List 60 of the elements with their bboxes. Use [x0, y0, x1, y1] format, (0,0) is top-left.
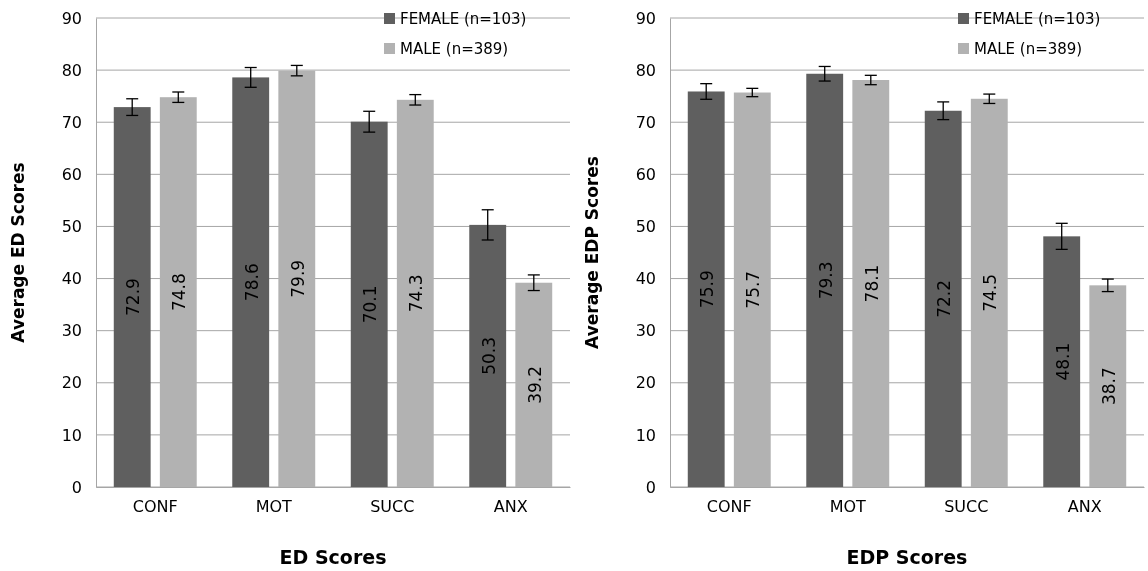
y-tick-label: 10 [635, 425, 656, 445]
y-tick-label: 20 [61, 373, 82, 393]
data-label: 78.1 [861, 264, 882, 303]
x-tick-label: MOT [255, 497, 293, 517]
bar [1043, 236, 1081, 487]
y-tick-label: 30 [61, 321, 82, 341]
data-label: 75.7 [743, 270, 764, 309]
bar [806, 73, 844, 487]
x-axis-title: ED Scores [279, 546, 387, 568]
data-label: 39.2 [524, 365, 545, 404]
data-label: 70.1 [360, 285, 381, 324]
data-label: 74.8 [169, 273, 190, 312]
x-tick-label: CONF [132, 497, 178, 517]
y-tick-label: 0 [645, 477, 656, 497]
data-label: 72.2 [934, 279, 955, 318]
data-label: 74.5 [980, 273, 1001, 312]
data-label: 72.9 [123, 278, 144, 316]
y-tick-label: 0 [71, 477, 82, 497]
data-label: 78.6 [241, 263, 262, 302]
y-tick-label: 60 [61, 164, 82, 184]
x-tick-label: SUCC [370, 497, 415, 517]
data-label: 75.9 [697, 270, 718, 309]
y-tick-label: 40 [635, 269, 656, 289]
x-tick-label: SUCC [944, 497, 989, 517]
legend-label: MALE (n=389) [974, 40, 1083, 58]
legend-label: FEMALE (n=103) [974, 10, 1101, 28]
bar [687, 91, 725, 487]
y-tick-label: 90 [635, 8, 656, 28]
legend-label: MALE (n=389) [400, 40, 509, 58]
y-tick-label: 10 [61, 425, 82, 445]
data-label: 79.3 [815, 261, 836, 300]
bar [469, 224, 507, 487]
y-tick-label: 40 [61, 269, 82, 289]
y-axis-title: Average EDP Scores [582, 156, 602, 349]
legend-label: FEMALE (n=103) [400, 10, 527, 28]
y-tick-label: 50 [635, 217, 656, 237]
bar [232, 77, 270, 487]
x-tick-label: ANX [493, 497, 528, 517]
y-axis-title: Average ED Scores [8, 162, 28, 343]
x-tick-label: ANX [1067, 497, 1102, 517]
y-tick-label: 70 [635, 112, 656, 132]
bar [113, 107, 151, 487]
bar [350, 121, 388, 487]
y-tick-label: 60 [635, 164, 656, 184]
x-tick-label: CONF [706, 497, 752, 517]
y-tick-label: 30 [635, 321, 656, 341]
bar [924, 110, 962, 487]
y-tick-label: 80 [635, 60, 656, 80]
data-label: 74.3 [406, 274, 427, 313]
x-axis-title: EDP Scores [846, 546, 968, 568]
y-tick-label: 80 [61, 60, 82, 80]
data-label: 79.9 [287, 259, 308, 298]
y-tick-label: 50 [61, 217, 82, 237]
y-tick-label: 20 [635, 373, 656, 393]
data-label: 48.1 [1052, 342, 1073, 381]
y-tick-label: 70 [61, 112, 82, 132]
x-tick-label: MOT [829, 497, 867, 517]
y-tick-label: 90 [61, 8, 82, 28]
data-label: 50.3 [478, 337, 499, 375]
data-label: 38.7 [1098, 367, 1119, 406]
